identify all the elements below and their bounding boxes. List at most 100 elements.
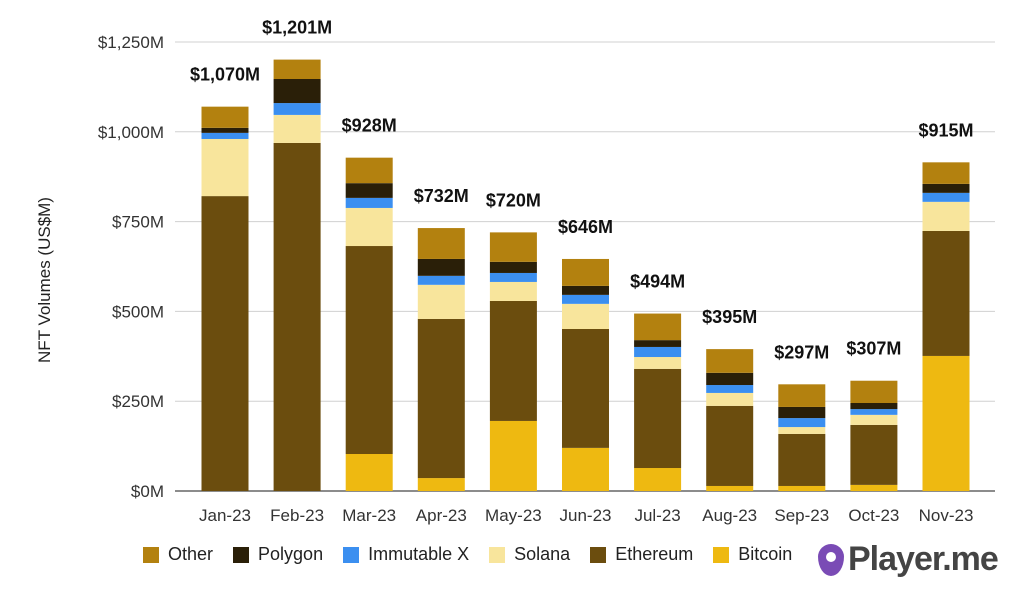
- legend-swatch: [590, 546, 607, 563]
- legend: Other Polygon Immutable X Solana Ethereum Bit…: [143, 544, 812, 565]
- bar-segment-polygon: [562, 285, 609, 295]
- bar-segment-bitcoin: [489, 420, 537, 491]
- bar-segment-bitcoin: [562, 447, 609, 491]
- legend-label: Solana: [514, 544, 571, 564]
- legend-label: Other: [168, 544, 214, 564]
- bar-segment-solana: [706, 392, 754, 406]
- bar-segment-other: [345, 157, 393, 184]
- total-data-label: $915M: [918, 120, 973, 140]
- bar-segment-immutable-x: [201, 132, 249, 139]
- bar-segment-solana: [345, 207, 393, 247]
- x-tick-label: Apr-23: [416, 506, 467, 525]
- x-tick-label: Jul-23: [634, 506, 680, 525]
- bar-segment-polygon: [850, 402, 898, 410]
- bar-segment-ethereum: [489, 300, 537, 421]
- bar-segment-ethereum: [562, 329, 609, 448]
- x-tick-label: Feb-23: [270, 506, 324, 525]
- y-tick-label: $1,250M: [98, 33, 164, 52]
- y-tick-label: $1,000M: [98, 123, 164, 142]
- legend-label: Polygon: [258, 544, 324, 564]
- x-tick-label: Jan-23: [199, 506, 251, 525]
- legend-item: Bitcoin: [713, 544, 792, 565]
- bar-segment-ethereum: [417, 318, 465, 479]
- bar-segment-ethereum: [634, 368, 682, 469]
- bar-segment-ethereum: [273, 142, 321, 492]
- bar-segment-polygon: [489, 261, 537, 273]
- legend-label: Bitcoin: [738, 544, 793, 564]
- bar-segment-polygon: [922, 183, 970, 193]
- x-tick-label: Jun-23: [560, 506, 612, 525]
- legend-label: Immutable X: [368, 544, 470, 564]
- x-tick-label: May-23: [485, 506, 542, 525]
- bar-segment-immutable-x: [706, 385, 754, 393]
- bar-segment-solana: [201, 138, 249, 197]
- bar-segment-polygon: [345, 183, 393, 198]
- bar-segment-other: [778, 384, 826, 407]
- x-tick-label: Aug-23: [702, 506, 757, 525]
- y-tick-label: $500M: [112, 302, 164, 321]
- bar-segment-bitcoin: [706, 485, 754, 491]
- bar-segment-ethereum: [778, 433, 826, 486]
- bar-segment-other: [273, 59, 321, 79]
- bar-segment-polygon: [634, 340, 682, 347]
- x-tick-label: Oct-23: [848, 506, 899, 525]
- legend-swatch: [343, 546, 360, 563]
- bar-segment-immutable-x: [778, 418, 826, 428]
- bar-segment-immutable-x: [562, 294, 609, 304]
- legend-label: Ethereum: [615, 544, 694, 564]
- bar-segment-ethereum: [201, 196, 249, 491]
- bar-segment-ethereum: [850, 424, 898, 485]
- x-tick-label: Mar-23: [342, 506, 396, 525]
- bar-segment-solana: [417, 284, 465, 319]
- watermark-logo: Player.me: [818, 540, 999, 579]
- legend-item: Other: [143, 544, 213, 565]
- bar-segment-immutable-x: [922, 192, 970, 202]
- legend-swatch: [713, 546, 730, 563]
- bar-segment-immutable-x: [345, 197, 393, 208]
- y-tick-label: $0M: [131, 482, 164, 501]
- legend-item: Solana: [489, 544, 570, 565]
- bar-segment-other: [634, 313, 682, 341]
- y-tick-label: $750M: [112, 213, 164, 232]
- bar-segment-other: [201, 106, 249, 128]
- bar-segment-bitcoin: [778, 485, 826, 491]
- bar-segment-bitcoin: [850, 484, 898, 491]
- bar-segment-solana: [634, 357, 682, 369]
- legend-swatch: [143, 546, 159, 563]
- y-tick-label: $250M: [112, 392, 164, 411]
- bar-segment-ethereum: [345, 246, 393, 455]
- bar-segment-bitcoin: [922, 355, 970, 491]
- legend-item: Polygon: [233, 544, 323, 565]
- bar-segment-polygon: [417, 258, 465, 276]
- bar-segment-ethereum: [706, 405, 754, 486]
- x-tick-label: Sep-23: [774, 506, 829, 525]
- bar-segment-other: [489, 232, 537, 262]
- bar-segment-polygon: [201, 127, 249, 133]
- bar-segment-other: [922, 162, 970, 184]
- bar-segment-solana: [778, 427, 826, 434]
- bar-segment-bitcoin: [417, 478, 465, 491]
- total-data-label: $297M: [774, 342, 829, 362]
- bar-segment-polygon: [273, 78, 321, 104]
- bar-segment-immutable-x: [273, 103, 321, 115]
- bar-segment-other: [417, 228, 465, 259]
- total-data-label: $928M: [342, 116, 397, 136]
- bar-segment-other: [850, 380, 898, 403]
- x-tick-label: Nov-23: [919, 506, 974, 525]
- total-data-label: $494M: [630, 272, 685, 292]
- bar-segment-other: [706, 349, 754, 373]
- bar-segment-immutable-x: [850, 409, 898, 415]
- bar-segment-other: [562, 258, 609, 286]
- bar-segment-polygon: [778, 406, 826, 419]
- total-data-label: $1,070M: [190, 65, 260, 85]
- bar-segment-immutable-x: [634, 346, 682, 358]
- bar-segment-solana: [562, 303, 609, 330]
- bar-segment-polygon: [706, 372, 754, 386]
- bar-segment-immutable-x: [489, 272, 537, 282]
- legend-swatch: [233, 546, 250, 563]
- legend-item: Immutable X: [343, 544, 469, 565]
- bar-segment-ethereum: [922, 230, 970, 356]
- total-data-label: $307M: [846, 339, 901, 359]
- total-data-label: $732M: [414, 186, 469, 206]
